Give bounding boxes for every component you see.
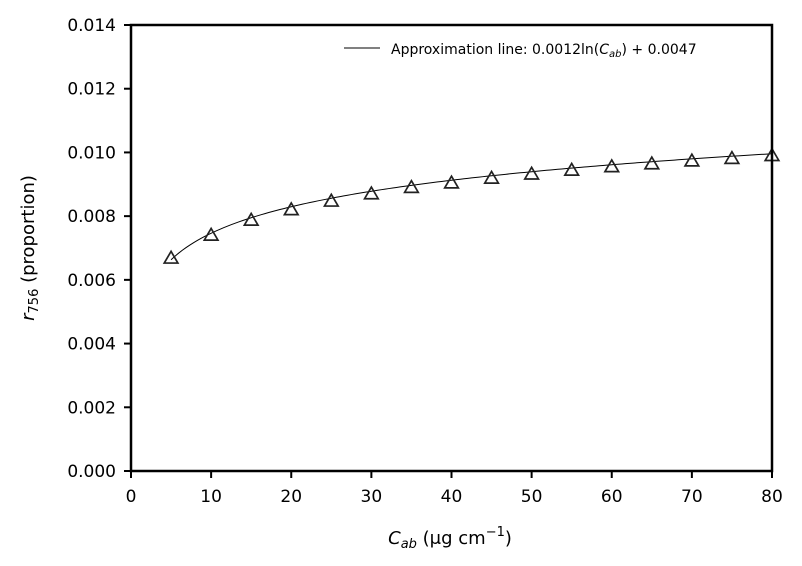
x-tick-label: 30: [361, 487, 383, 507]
x-axis-label-main: C: [388, 528, 401, 549]
y-axis-label-suffix: (proportion): [18, 175, 39, 289]
x-tick-label: 50: [521, 487, 543, 507]
data-point-triangle: [643, 155, 661, 170]
svg-text:r756 (proportion): r756 (proportion): [18, 175, 42, 321]
x-axis-label-unit-end: ): [505, 528, 512, 549]
data-point-triangle: [443, 174, 460, 189]
y-tick-label: 0.010: [67, 143, 116, 163]
y-axis-label-sub: 756: [27, 289, 42, 314]
y-tick-label: 0.002: [67, 398, 116, 418]
data-point-triangle: [483, 169, 500, 184]
legend-label-prefix: Approximation line: 0.0012ln(: [391, 42, 599, 58]
x-tick-label: 20: [280, 487, 302, 507]
x-tick-label: 80: [761, 487, 783, 507]
data-point-triangle: [683, 152, 701, 167]
y-tick-label: 0.008: [67, 207, 116, 227]
y-tick-label: 0.012: [67, 80, 116, 100]
data-point-triangle: [523, 165, 540, 180]
approximation-line: [170, 153, 773, 261]
svg-text:Cab (μg cm−1): Cab (μg cm−1): [388, 525, 512, 552]
data-point-triangle: [323, 192, 340, 207]
data-point-triangle: [723, 149, 741, 165]
legend-label: Approximation line: 0.0012ln(Cab) + 0.00…: [391, 42, 697, 60]
data-point-triangle: [363, 185, 380, 200]
x-tick-label: 0: [126, 487, 137, 507]
plot-frame: [129, 23, 774, 473]
y-tick-label: 0.014: [67, 16, 116, 36]
x-axis-label-unit: (μg cm: [417, 528, 486, 549]
legend-label-var-sub: ab: [609, 49, 621, 60]
data-point-triangle: [603, 158, 621, 173]
legend-label-var: C: [599, 42, 609, 58]
x-tick-label: 40: [441, 487, 463, 507]
legend-label-suffix: ) + 0.0047: [622, 42, 697, 58]
data-point-triangle: [563, 161, 580, 176]
x-tick-label: 70: [681, 487, 703, 507]
plot-layer: [162, 147, 781, 264]
data-point-triangle: [162, 249, 180, 264]
x-axis-label-sub: ab: [401, 537, 417, 552]
x-axis-label: Cab (μg cm−1): [388, 525, 512, 552]
y-axis-label-main: r: [18, 312, 39, 321]
y-tick-label: 0.006: [67, 271, 116, 291]
x-axis-label-unit-sup: −1: [486, 525, 505, 540]
x-tick-label: 10: [200, 487, 222, 507]
y-tick-label: 0.000: [67, 462, 116, 482]
y-axis-label: r756 (proportion): [18, 175, 42, 321]
x-tick-label: 60: [601, 487, 623, 507]
y-tick-label: 0.004: [67, 335, 116, 355]
data-point-triangle: [242, 211, 260, 227]
data-point-triangle: [202, 226, 220, 241]
legend: Approximation line: 0.0012ln(Cab) + 0.00…: [344, 42, 697, 60]
data-point-triangle: [282, 201, 300, 216]
ticks-layer: 0 10 20 30 40 50 60 70 80 0.000 0.002 0.004 0.006 0.0…: [67, 16, 782, 507]
data-point-triangle: [403, 178, 420, 194]
